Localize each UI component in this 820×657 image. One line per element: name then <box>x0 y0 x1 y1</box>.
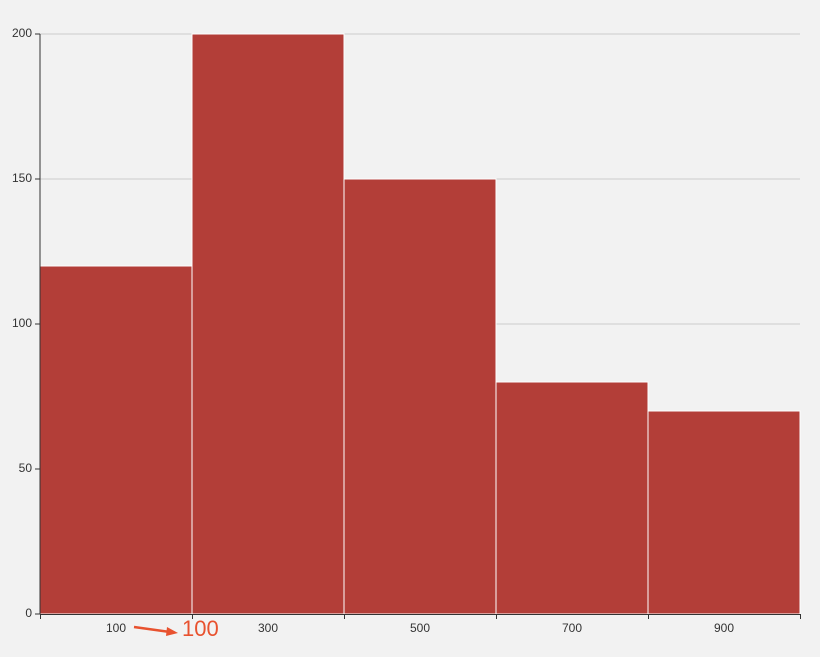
bar <box>39 265 193 615</box>
x-tick-label: 100 <box>106 621 126 635</box>
x-tick-label: 700 <box>562 621 582 635</box>
y-tick-label: 150 <box>12 171 32 185</box>
x-tick-label: 500 <box>410 621 430 635</box>
bar <box>495 381 649 615</box>
x-tick-label: 900 <box>714 621 734 635</box>
y-tick-label: 0 <box>25 606 32 620</box>
x-tick-label: 300 <box>258 621 278 635</box>
y-tick-label: 200 <box>12 26 32 40</box>
axes: 0 50 100 150 200 100 300 500 700 900 <box>12 26 801 635</box>
bar <box>647 410 801 615</box>
y-tick-label: 100 <box>12 316 32 330</box>
bar <box>191 33 345 615</box>
annotation-arrowhead <box>166 627 178 636</box>
bars <box>39 33 801 615</box>
y-tick-label: 50 <box>19 461 33 475</box>
bar <box>343 178 497 615</box>
annotation-arrow <box>133 625 171 634</box>
annotation-text: 100 <box>182 616 219 641</box>
annotation: 100 <box>133 616 219 641</box>
